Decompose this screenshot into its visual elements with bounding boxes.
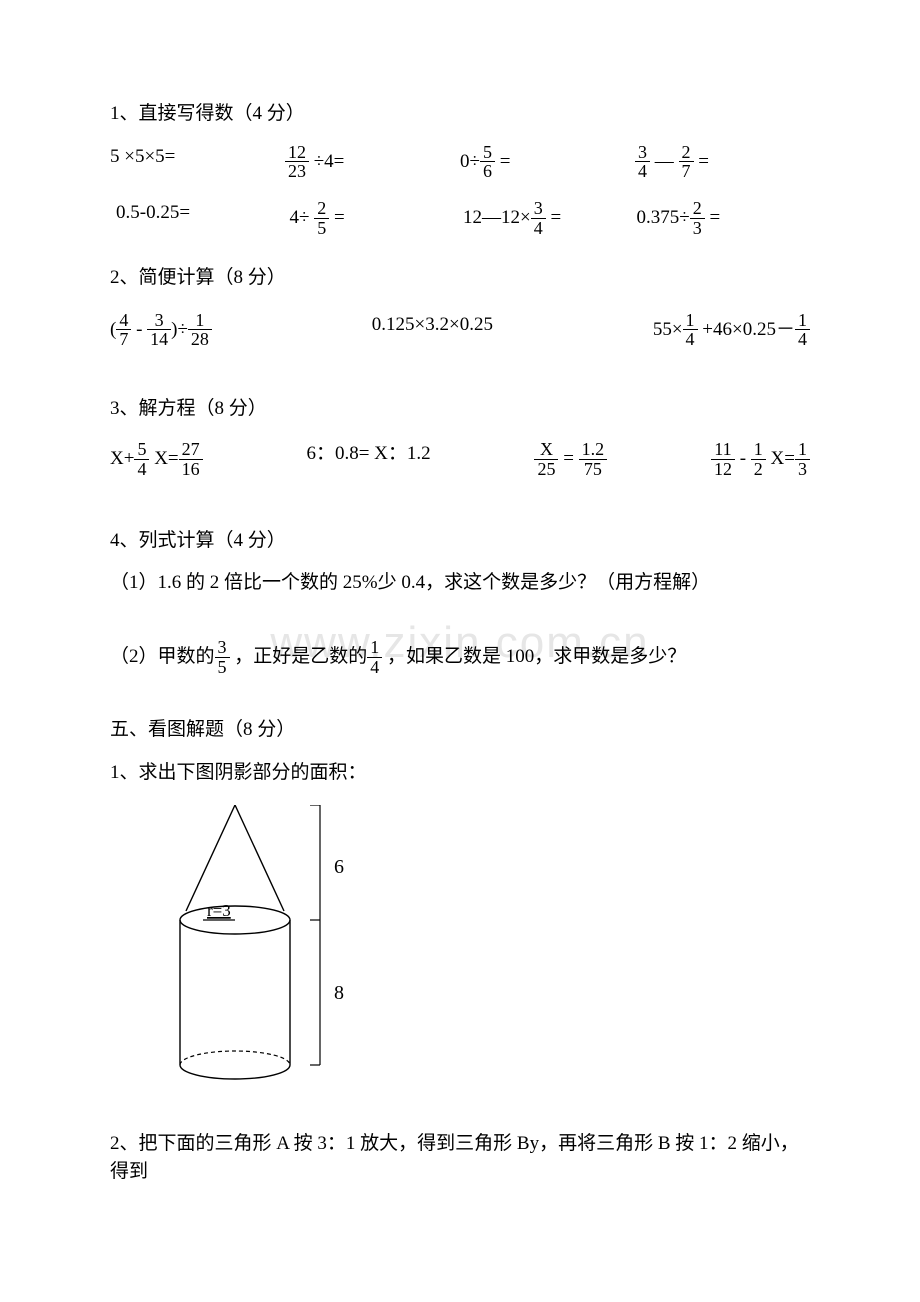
s2-b: 0.125×3.2×0.25 [372, 311, 493, 350]
expr-pre: （2）甲数的 [110, 645, 215, 666]
s1-r2-c: 12—12×34 = [463, 199, 637, 238]
cone-cylinder-icon: r=3 6 8 [170, 805, 380, 1090]
s1-r1-d: 34 — 27 = [635, 143, 810, 182]
expr-mid: — [650, 150, 679, 171]
svg-text:8: 8 [334, 982, 344, 1004]
frac-d: 14 [147, 329, 171, 349]
s4-q1: （1）1.6 的 2 倍比一个数的 25%少 0.4，求这个数是多少？（用方程解… [110, 569, 810, 598]
expr-tail: ÷4= [309, 150, 344, 171]
s1-r1-c: 0÷56 = [460, 143, 635, 182]
expr-pre: X+ [110, 448, 134, 469]
expr-pre: 0÷ [460, 150, 480, 171]
frac-d: 7 [116, 329, 131, 349]
s1-r1-b: 1223 ÷4= [285, 143, 460, 182]
s1-r1-a: 5 ×5×5= [110, 143, 285, 182]
frac-d: 6 [480, 161, 495, 181]
frac-n: 1 [367, 638, 382, 657]
expr-pre: 55× [653, 318, 683, 339]
expr-tail: = [546, 207, 561, 228]
frac-d: 3 [795, 459, 810, 479]
frac-n: 1 [795, 440, 810, 459]
s1-r2-b: 4÷ 25 = [290, 199, 464, 238]
expr-pre: 12—12× [463, 207, 531, 228]
svg-text:6: 6 [334, 856, 344, 878]
expr-mid: +46×0.25－ [698, 318, 795, 339]
expr-mid: X= [766, 448, 795, 469]
frac-n: 3 [635, 143, 650, 162]
expr-mid: ，正好是乙数的 [230, 645, 368, 666]
frac-n: 4 [116, 311, 131, 330]
expr-mid: - [131, 318, 147, 339]
expr-tail: ，如果乙数是 100，求甲数是多少？ [382, 645, 686, 666]
expr-rp: )÷ [171, 318, 188, 339]
frac-d: 4 [531, 218, 546, 238]
frac-d: 4 [134, 459, 149, 479]
frac-n: 1 [683, 311, 698, 330]
expr-mid: = [558, 448, 578, 469]
expr-pre: 0.375÷ [637, 207, 690, 228]
expr-tail: = [495, 150, 510, 171]
frac-n: 1 [795, 311, 810, 330]
s3-d: 1112 - 12 X=13 [711, 440, 810, 479]
frac-n: X [534, 440, 558, 459]
s2-a: (47 - 314)÷128 [110, 311, 212, 350]
frac-n: 3 [215, 638, 230, 657]
expr-mid: X= [149, 448, 178, 469]
s4-q2: （2）甲数的35 ，正好是乙数的14 ，如果乙数是 100，求甲数是多少？ [110, 638, 810, 677]
frac-d: 7 [679, 161, 694, 181]
s3-b: 6：0.8= X：1.2 [306, 440, 430, 479]
section-5-title: 五、看图解题（8 分） [110, 716, 810, 745]
section-2-title: 2、简便计算（8 分） [110, 264, 810, 293]
s3-a: X+54 X=2716 [110, 440, 203, 479]
frac-d: 23 [285, 161, 309, 181]
s5-q1: 1、求出下图阴影部分的面积： [110, 759, 810, 788]
frac-n: 5 [134, 440, 149, 459]
frac-n: 2 [314, 199, 329, 218]
expr-pre: 4÷ [290, 207, 315, 228]
section-1-title: 1、直接写得数（4 分） [110, 100, 810, 129]
s2-c: 55×14 +46×0.25－14 [653, 311, 810, 350]
s1-r2-d: 0.375÷23 = [637, 199, 811, 238]
frac-d: 5 [314, 218, 329, 238]
frac-d: 25 [534, 459, 558, 479]
frac-d: 75 [579, 459, 608, 479]
frac-n: 2 [679, 143, 694, 162]
frac-n: 2 [690, 199, 705, 218]
frac-d: 5 [215, 657, 230, 677]
frac-d: 28 [188, 329, 212, 349]
frac-n: 3 [531, 199, 546, 218]
frac-d: 4 [683, 329, 698, 349]
geometry-figure: r=3 6 8 [170, 805, 810, 1100]
s3-c: X25 = 1.275 [534, 440, 607, 479]
expr-tail: = [694, 150, 709, 171]
frac-n: 1.2 [579, 440, 608, 459]
s1-r2-a: 0.5-0.25= [110, 199, 290, 238]
frac-n: 5 [480, 143, 495, 162]
section-4-title: 4、列式计算（4 分） [110, 527, 810, 556]
expr-mid: - [735, 448, 751, 469]
frac-n: 27 [179, 440, 203, 459]
frac-n: 1 [751, 440, 766, 459]
frac-d: 16 [179, 459, 203, 479]
section-3-title: 3、解方程（8 分） [110, 395, 810, 424]
s5-q2: 2、把下面的三角形 A 按 3：1 放大，得到三角形 By，再将三角形 B 按 … [110, 1130, 810, 1187]
expr-tail: = [705, 207, 720, 228]
svg-text:r=3: r=3 [207, 901, 231, 920]
frac-n: 3 [147, 311, 171, 330]
frac-n: 11 [711, 440, 735, 459]
frac-d: 4 [795, 329, 810, 349]
frac-d: 12 [711, 459, 735, 479]
frac-n: 12 [285, 143, 309, 162]
frac-n: 1 [188, 311, 212, 330]
frac-d: 4 [367, 657, 382, 677]
frac-d: 3 [690, 218, 705, 238]
frac-d: 4 [635, 161, 650, 181]
frac-d: 2 [751, 459, 766, 479]
expr-tail: = [329, 207, 344, 228]
